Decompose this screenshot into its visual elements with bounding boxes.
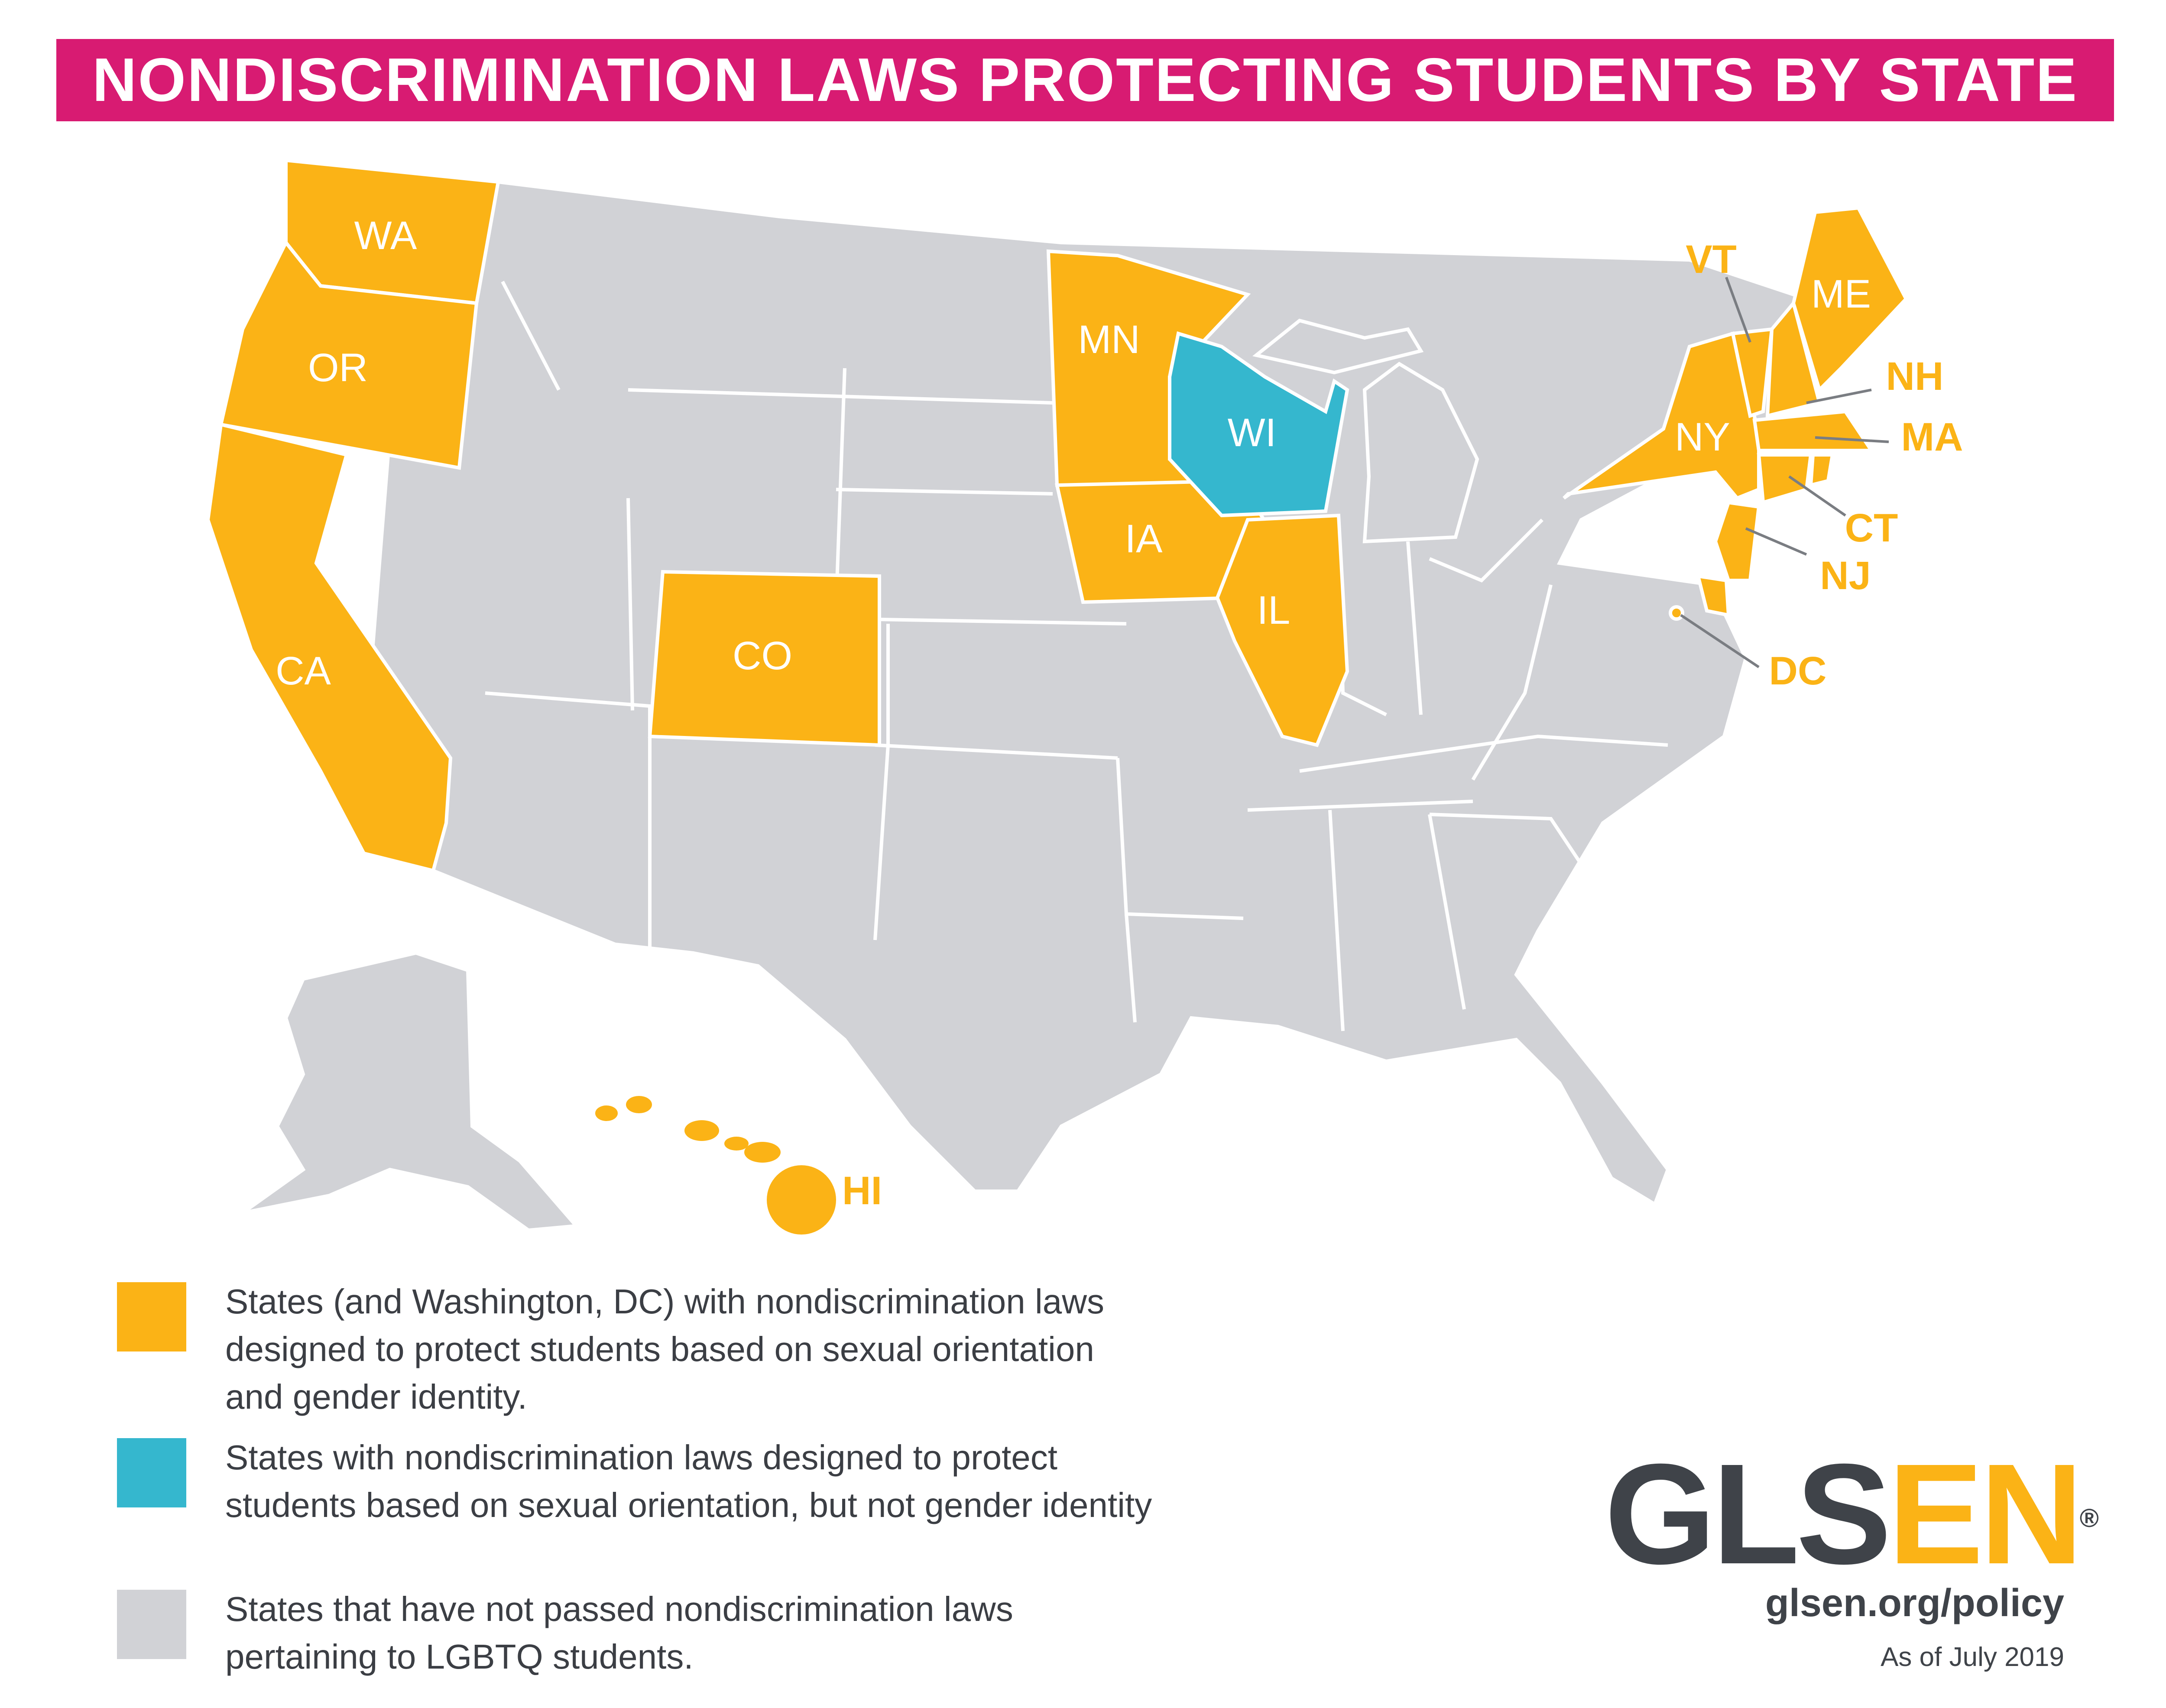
protected-states — [206, 158, 1908, 873]
state-vt — [1731, 327, 1774, 418]
state-nj — [1713, 500, 1761, 582]
label-mn: MN — [1078, 318, 1140, 362]
state-wi — [1168, 331, 1349, 518]
as-of-date: As of July 2019 — [1881, 1642, 2064, 1672]
state-hi — [595, 1096, 836, 1235]
label-il: IL — [1257, 588, 1291, 632]
legend-text-orientation: States with nondiscrimination laws desig… — [225, 1438, 1152, 1524]
label-ca: CA — [276, 649, 331, 693]
legend-swatch-orange — [117, 1282, 186, 1351]
state-ri — [1809, 453, 1835, 488]
legend-item-orientation: States with nondiscrimination laws desig… — [117, 1434, 1157, 1529]
legend-swatch-blue — [117, 1438, 186, 1507]
state-ma — [1752, 409, 1875, 452]
label-vt: VT — [1686, 237, 1737, 282]
legend-item-full: States (and Washington, DC) with nondisc… — [117, 1278, 1157, 1421]
legend-text-full: States (and Washington, DC) with nondisc… — [225, 1282, 1105, 1416]
state-il — [1215, 513, 1349, 747]
logo-registered: ® — [2079, 1504, 2099, 1533]
label-co: CO — [733, 634, 792, 678]
legend-item-none: States that have not passed nondiscrimin… — [117, 1585, 1157, 1681]
state-mi-upper — [1252, 318, 1424, 375]
label-me: ME — [1811, 272, 1871, 316]
glsen-logo: GLSEN® — [1605, 1442, 2099, 1585]
state-ct — [1757, 453, 1813, 505]
label-wi: WI — [1228, 411, 1276, 455]
legend-text-none: States that have not passed nondiscrimin… — [225, 1590, 1013, 1676]
state-ak — [241, 951, 580, 1232]
logo-part1: GLS — [1604, 1434, 1891, 1594]
label-nj: NJ — [1820, 554, 1871, 598]
label-or: OR — [308, 346, 368, 390]
page-title: NONDISCRIMINATION LAWS PROTECTING STUDEN… — [92, 45, 2078, 114]
label-ia: IA — [1125, 517, 1163, 561]
state-ca — [206, 422, 453, 873]
label-wa: WA — [354, 214, 417, 258]
legend-swatch-gray — [117, 1590, 186, 1659]
state-me — [1791, 206, 1908, 393]
label-hi: HI — [842, 1169, 882, 1213]
policy-url[interactable]: glsen.org/policy — [1765, 1582, 2064, 1625]
leader-lines — [1680, 276, 1889, 668]
label-ct: CT — [1845, 506, 1898, 550]
state-de-md — [1696, 574, 1731, 617]
title-banner: NONDISCRIMINATION LAWS PROTECTING STUDEN… — [56, 39, 2114, 121]
state-co — [648, 570, 881, 747]
state-mi — [1362, 362, 1479, 544]
label-dc: DC — [1769, 649, 1827, 693]
state-nh — [1765, 299, 1822, 418]
state-borders — [485, 281, 1668, 1031]
logo-part2: EN — [1888, 1434, 2083, 1594]
label-ny: NY — [1675, 415, 1730, 459]
state-dc — [1669, 605, 1684, 621]
label-nh: NH — [1886, 354, 1944, 399]
label-ma: MA — [1901, 415, 1963, 459]
